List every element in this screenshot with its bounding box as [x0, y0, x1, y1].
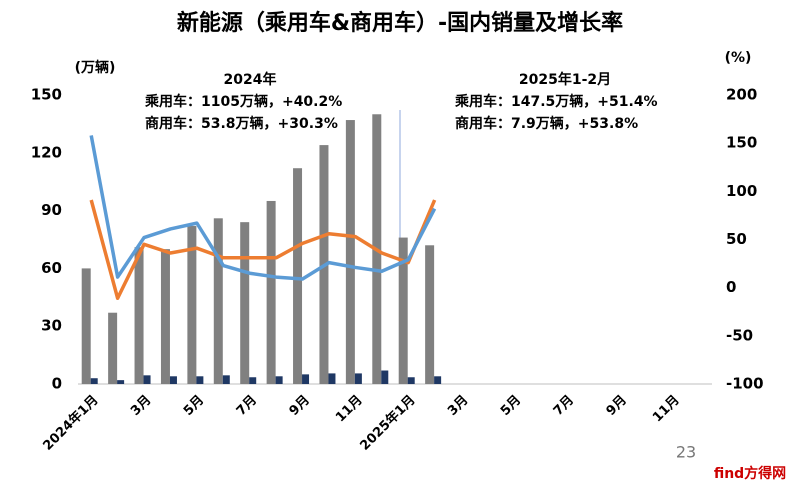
y2-tick-label: 100 — [726, 182, 757, 200]
bar — [222, 375, 230, 384]
y2-tick-label: 150 — [726, 134, 757, 152]
bar — [275, 376, 283, 384]
x-tick-label: 3月 — [128, 393, 154, 419]
y-tick-label: 150 — [31, 86, 62, 104]
bar — [407, 377, 415, 384]
y-tick-label: 0 — [52, 375, 62, 393]
bar — [425, 245, 435, 384]
bar — [240, 222, 250, 384]
annotation: 商用车：53.8万辆，+30.3% — [145, 115, 338, 132]
y-tick-label: 60 — [41, 259, 62, 277]
y-tick-label: 120 — [31, 143, 62, 161]
y2-tick-label: 0 — [726, 278, 736, 296]
bar — [434, 376, 442, 384]
x-tick-label: 7月 — [234, 393, 260, 419]
logo: find方得网 — [714, 465, 786, 482]
x-tick-label: 7月 — [551, 393, 577, 419]
bar — [117, 380, 125, 384]
annotation: 2025年1-2月 — [519, 71, 611, 88]
annotation: 商用车：7.9万辆，+53.8% — [455, 115, 638, 132]
y2-unit: (%) — [725, 50, 752, 66]
annotation: 2024年 — [224, 71, 277, 88]
bar — [381, 370, 389, 384]
page-number: 23 — [676, 443, 696, 462]
x-tick-label: 5月 — [181, 393, 207, 419]
bar — [266, 200, 276, 384]
y-tick-label: 90 — [41, 201, 62, 219]
annotation: 乘用车：1105万辆，+40.2% — [144, 93, 342, 110]
line — [89, 199, 437, 301]
annotation: 乘用车：147.5万辆，+51.4% — [454, 93, 658, 110]
bar — [328, 373, 336, 384]
bar — [160, 249, 170, 384]
bar — [134, 247, 144, 384]
y2-tick-label: -100 — [726, 375, 764, 393]
x-tick-label: 11月 — [333, 393, 366, 426]
bar — [213, 218, 223, 384]
bar — [143, 375, 151, 384]
y-unit: (万辆) — [75, 59, 116, 76]
bar — [249, 377, 257, 384]
x-tick-label: 2024年1月 — [40, 392, 102, 454]
x-tick-label: 2025年1月 — [357, 392, 419, 454]
x-tick-label: 3月 — [445, 393, 471, 419]
bar — [187, 226, 197, 384]
x-tick-label: 11月 — [650, 393, 683, 426]
chart-title: 新能源（乘用车&商用车）-国内销量及增长率 — [177, 10, 623, 36]
bar — [90, 378, 98, 384]
bar — [108, 312, 118, 384]
bar — [196, 376, 204, 384]
line — [89, 135, 437, 281]
bar — [345, 120, 355, 385]
bar — [354, 373, 362, 384]
y2-tick-label: 200 — [726, 86, 757, 104]
y2-tick-label: -50 — [726, 326, 753, 344]
x-tick-label: 5月 — [498, 393, 524, 419]
bar — [293, 168, 303, 384]
bar — [169, 376, 177, 384]
bar — [398, 237, 408, 384]
y2-tick-label: 50 — [726, 230, 747, 248]
bar — [302, 374, 310, 384]
y-tick-label: 30 — [41, 317, 62, 335]
bar — [81, 268, 91, 384]
x-tick-label: 9月 — [604, 393, 630, 419]
x-tick-label: 9月 — [287, 393, 313, 419]
